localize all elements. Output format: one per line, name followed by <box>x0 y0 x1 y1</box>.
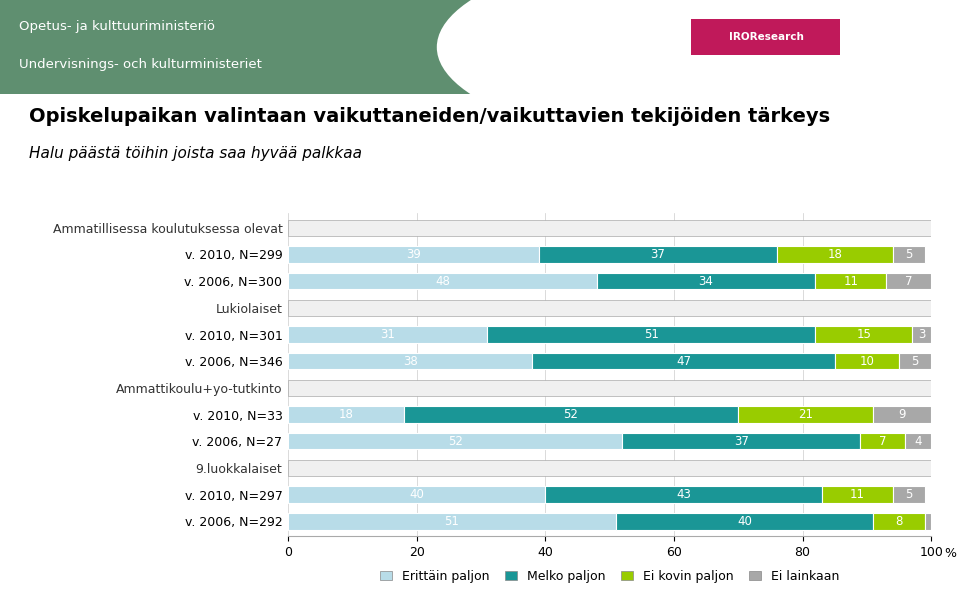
Bar <box>622 433 860 449</box>
Text: 11: 11 <box>843 275 858 287</box>
Text: 9: 9 <box>899 408 906 421</box>
Bar <box>288 220 931 236</box>
Text: 15: 15 <box>856 328 871 341</box>
Text: 21: 21 <box>799 408 813 421</box>
Bar <box>815 326 912 343</box>
Bar <box>893 487 924 503</box>
Bar <box>545 487 822 503</box>
Text: 48: 48 <box>435 275 450 287</box>
Text: Undervisnings- och kulturministeriet: Undervisnings- och kulturministeriet <box>19 58 262 71</box>
Bar <box>886 273 931 289</box>
Bar <box>288 353 533 370</box>
Text: Opetus- ja kulttuuriministeriö: Opetus- ja kulttuuriministeriö <box>19 20 215 33</box>
Bar <box>874 513 924 529</box>
Text: 51: 51 <box>444 515 460 528</box>
Text: 5: 5 <box>905 248 912 261</box>
Bar <box>288 300 931 316</box>
Bar <box>288 326 488 343</box>
Text: 40: 40 <box>737 515 752 528</box>
Bar <box>893 246 924 262</box>
Text: 47: 47 <box>676 354 691 368</box>
Text: 43: 43 <box>676 488 691 501</box>
Bar <box>533 353 834 370</box>
Text: 31: 31 <box>380 328 396 341</box>
Bar <box>288 513 616 529</box>
Text: 18: 18 <box>339 408 353 421</box>
Text: 37: 37 <box>651 248 665 261</box>
Text: IROResearch: IROResearch <box>729 32 804 42</box>
Text: 3: 3 <box>918 328 925 341</box>
Bar <box>616 513 874 529</box>
Bar <box>288 433 622 449</box>
Text: 51: 51 <box>644 328 659 341</box>
Bar <box>288 379 931 396</box>
Bar <box>860 433 905 449</box>
Bar <box>834 353 899 370</box>
Text: 52: 52 <box>564 408 579 421</box>
Text: Opiskelupaikan valintaan vaikuttaneiden/vaikuttavien tekijöiden tärkeys: Opiskelupaikan valintaan vaikuttaneiden/… <box>29 107 830 125</box>
Text: 10: 10 <box>859 354 875 368</box>
Text: 39: 39 <box>406 248 420 261</box>
Text: 38: 38 <box>403 354 418 368</box>
Bar <box>874 406 931 423</box>
Bar <box>288 460 931 476</box>
FancyBboxPatch shape <box>691 19 840 55</box>
Text: 52: 52 <box>447 435 463 448</box>
Bar <box>905 433 931 449</box>
Text: 5: 5 <box>905 488 912 501</box>
Text: 11: 11 <box>850 488 865 501</box>
Bar <box>488 326 815 343</box>
Text: Halu päästä töihin joista saa hyvää palkkaa: Halu päästä töihin joista saa hyvää palk… <box>29 146 362 161</box>
Bar <box>539 246 777 262</box>
Bar <box>815 273 886 289</box>
Bar <box>912 326 931 343</box>
Bar <box>288 273 597 289</box>
Bar <box>288 246 539 262</box>
Text: 8: 8 <box>896 515 902 528</box>
Bar <box>404 406 738 423</box>
Bar <box>822 487 893 503</box>
Bar <box>777 246 893 262</box>
Bar <box>924 513 931 529</box>
Bar <box>288 487 545 503</box>
Text: 37: 37 <box>734 435 749 448</box>
Text: 7: 7 <box>905 275 912 287</box>
Bar <box>597 273 815 289</box>
Text: 40: 40 <box>409 488 424 501</box>
Text: 7: 7 <box>879 435 887 448</box>
Legend: Erittäin paljon, Melko paljon, Ei kovin paljon, Ei lainkaan: Erittäin paljon, Melko paljon, Ei kovin … <box>374 565 845 588</box>
Text: 5: 5 <box>911 354 919 368</box>
Ellipse shape <box>437 0 960 151</box>
Text: 34: 34 <box>699 275 713 287</box>
Text: %: % <box>944 547 956 560</box>
Bar <box>738 406 874 423</box>
Text: 18: 18 <box>828 248 842 261</box>
Text: 4: 4 <box>915 435 923 448</box>
Bar <box>288 406 404 423</box>
Bar <box>899 353 931 370</box>
